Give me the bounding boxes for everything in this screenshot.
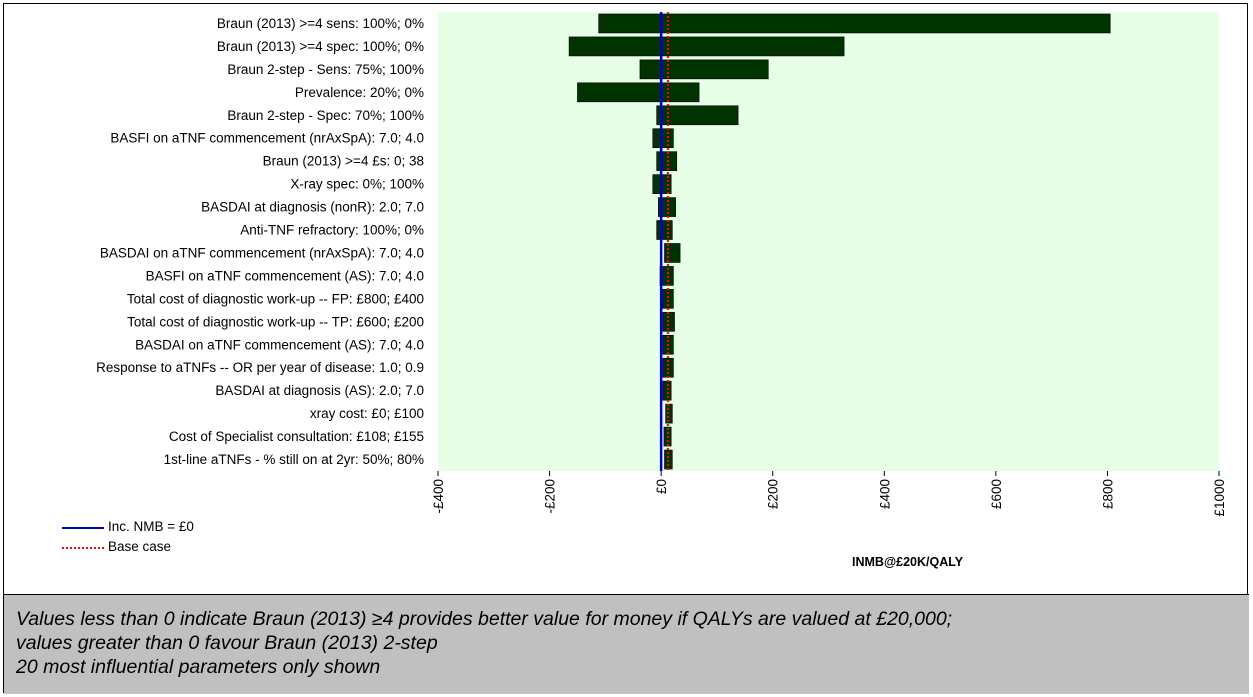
legend-swatch-base-case bbox=[62, 547, 104, 549]
tornado-bar bbox=[652, 128, 674, 149]
parameter-label: Braun (2013) >=4 spec: 100%; 0% bbox=[217, 39, 424, 54]
parameter-label: Total cost of diagnostic work-up -- TP: … bbox=[127, 314, 424, 329]
parameter-label: Braun (2013) >=4 sens: 100%; 0% bbox=[217, 16, 424, 31]
x-tick-label: £1000 bbox=[1212, 479, 1227, 517]
parameter-label: Braun 2-step - Sens: 75%; 100% bbox=[227, 62, 424, 77]
tornado-bar bbox=[665, 403, 673, 424]
parameter-label: Anti-TNF refractory: 100%; 0% bbox=[240, 223, 424, 238]
chart-svg: Braun (2013) >=4 sens: 100%; 0% Braun (20… bbox=[96, 12, 1227, 517]
parameter-label: BASFI on aTNF commencement (AS): 7.0; 4.… bbox=[146, 268, 424, 283]
parameter-label: Total cost of diagnostic work-up -- FP: … bbox=[127, 291, 424, 306]
tornado-bar bbox=[656, 151, 678, 171]
tornado-bar bbox=[639, 59, 769, 80]
figure-frame: Braun (2013) >=4 sens: 100%; 0% Braun (20… bbox=[3, 3, 1249, 694]
x-tick-label: -£400 bbox=[431, 479, 446, 514]
parameter-label: Cost of Specialist consultation: £108; £… bbox=[169, 429, 424, 444]
caption-line: values greater than 0 favour Braun (2013… bbox=[16, 632, 438, 654]
caption-box: Values less than 0 indicate Braun (2013)… bbox=[4, 594, 1249, 694]
x-axis-label: INMB@£20K/QALY bbox=[852, 555, 964, 569]
x-tick-label: £400 bbox=[877, 479, 892, 509]
tornado-bar bbox=[664, 243, 681, 263]
x-tick-label: -£200 bbox=[543, 479, 558, 514]
parameter-label: Braun 2-step - Spec: 70%; 100% bbox=[227, 108, 424, 123]
parameter-label: X-ray spec: 0%; 100% bbox=[290, 177, 424, 192]
tornado-bar bbox=[577, 82, 700, 103]
parameter-label: BASDAI at diagnosis (AS): 2.0; 7.0 bbox=[215, 383, 424, 398]
parameter-label: 1st-line aTNFs - % still on at 2yr: 50%;… bbox=[164, 452, 424, 467]
legend-label-base-case: Base case bbox=[108, 539, 172, 554]
caption-line: 20 most influential parameters only show… bbox=[16, 656, 381, 678]
parameter-label: Response to aTNFs -- OR per year of dise… bbox=[96, 360, 424, 375]
legend-label-reference: Inc. NMB = £0 bbox=[108, 519, 194, 534]
parameter-label: Prevalence: 20%; 0% bbox=[295, 85, 424, 100]
plot-background bbox=[438, 12, 1219, 471]
tornado-bar bbox=[598, 13, 1111, 34]
tornado-bar bbox=[656, 105, 739, 126]
x-tick-label: £600 bbox=[989, 479, 1004, 509]
x-tick-label: £800 bbox=[1100, 479, 1115, 509]
tornado-bar bbox=[656, 220, 673, 240]
x-tick-label: £0 bbox=[654, 479, 669, 494]
parameter-label: BASDAI at diagnosis (nonR): 2.0; 7.0 bbox=[201, 200, 424, 215]
tornado-chart: Braun (2013) >=4 sens: 100%; 0% Braun (20… bbox=[4, 4, 1249, 594]
parameter-label: Braun (2013) >=4 £s: 0; 38 bbox=[263, 154, 424, 169]
parameter-label: BASFI on aTNF commencement (nrAxSpA): 7.… bbox=[110, 131, 424, 146]
caption-line: Values less than 0 indicate Braun (2013)… bbox=[16, 608, 953, 630]
parameter-label: xray cost: £0; £100 bbox=[310, 406, 424, 421]
tornado-bar bbox=[568, 36, 845, 57]
x-tick-label: £200 bbox=[766, 479, 781, 509]
parameter-label: BASDAI on aTNF commencement (AS): 7.0; 4… bbox=[135, 337, 424, 352]
legend-swatch-reference bbox=[62, 527, 104, 529]
parameter-label: BASDAI on aTNF commencement (nrAxSpA): 7… bbox=[100, 245, 424, 260]
